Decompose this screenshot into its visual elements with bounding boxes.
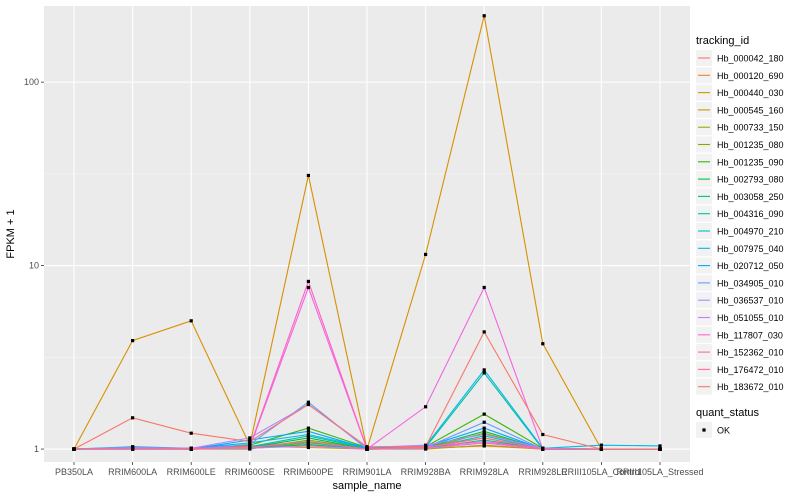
legend-label: Hb_152362_010 [717,348,784,358]
data-point [424,405,428,409]
x-tick-label: PB350LA [55,467,93,477]
legend-label: Hb_176472_010 [717,365,784,375]
data-point [189,319,193,323]
data-point [658,444,662,448]
data-point [131,416,135,420]
data-point [365,447,369,451]
y-tick-label: 10 [29,261,39,271]
data-point [482,285,486,290]
data-point [482,439,486,444]
legend-label: Hb_117807_030 [717,330,783,340]
data-point [482,368,486,372]
x-tick-label: RRIM600PE [283,467,333,477]
data-point [306,436,310,440]
data-point [541,447,545,451]
legend-label: Hb_183672_010 [717,382,784,392]
legend-label: Hb_000545_160 [717,105,784,115]
x-tick-label: RRIM901LA [342,467,391,477]
data-point [599,443,603,447]
data-point [306,400,310,404]
data-point [482,429,486,433]
legend-label: Hb_004316_090 [717,209,784,219]
legend-label: OK [717,426,730,436]
legend-label: Hb_034905_010 [717,278,784,288]
legend-label: Hb_000733_150 [717,123,784,133]
x-axis: PB350LA RRIM600LA RRIM600LE RRIM600SE RRIM60… [55,462,704,477]
data-point [306,279,310,284]
data-point [306,444,310,448]
data-point [482,436,486,440]
data-point [131,339,135,343]
data-point [248,445,252,450]
legend-title: tracking_id [696,35,749,47]
x-tick-label: RRIM600LE [167,467,216,477]
x-tick-label: RRIM928LE [518,467,567,477]
data-point [365,445,369,449]
data-point [424,252,428,257]
data-point [482,443,486,447]
legend-label: Hb_007975_040 [717,244,784,254]
x-tick-label: RRIM928LA [460,467,509,477]
legend-label: Hb_000042_180 [717,54,784,64]
data-point [306,285,310,290]
x-tick-label: RRIM600LA [108,467,157,477]
data-point [72,447,76,451]
legend-label: Hb_020712_050 [717,261,784,271]
data-point [599,447,603,451]
y-axis-title: FPKM + 1 [5,209,17,258]
legend-label: Hb_002793_080 [717,175,784,185]
data-point [306,432,310,437]
x-tick-label: RRIII105LA_Control [561,467,642,477]
data-point [306,402,310,407]
data-point [482,371,486,375]
legend-label: Hb_036537_010 [717,296,784,306]
data-point [482,432,486,437]
legend-label: Hb_001235_090 [717,157,784,167]
data-point [306,439,310,444]
data-point [482,330,486,334]
y-tick-label: 100 [24,77,39,87]
data-point [248,436,252,440]
data-point [306,429,310,433]
data-point [131,446,135,450]
legend-tracking-id: tracking_id Hb_000042_180 Hb_000120_690 Hb… [696,35,784,395]
legend-key-point [702,428,706,432]
legend-label: Hb_004970_210 [717,227,784,237]
data-points [72,14,662,451]
data-point [541,342,545,346]
data-point [482,420,486,424]
legend-quant-status-title: quant_status [696,407,759,419]
data-point [248,442,252,447]
legend-label: Hb_003058_250 [717,192,784,202]
data-point [482,412,486,416]
data-point [482,426,486,430]
data-point [541,432,545,437]
y-axis: 1 10 100 [24,77,44,454]
data-point [189,447,193,451]
data-point [658,447,662,451]
legend-label: Hb_000120_690 [717,71,784,81]
legend-label: Hb_000440_030 [717,88,784,98]
legend-label: Hb_001235_080 [717,140,784,150]
data-point [306,426,310,430]
major-gridlines [44,6,690,462]
data-point [189,431,193,435]
data-point [248,439,252,444]
legend-label: Hb_051055_010 [717,313,784,323]
x-tick-label: RRIM600SE [225,467,275,477]
x-axis-title: sample_name [332,480,401,492]
y-tick-label: 1 [34,444,39,454]
legend-quant-status: quant_status OK [696,407,759,438]
data-point [306,173,310,178]
data-point [482,14,486,18]
data-point [424,445,428,449]
x-tick-label: RRIM928BA [401,467,451,477]
x-tick-label: RRIII105LA_Stressed [616,467,703,477]
